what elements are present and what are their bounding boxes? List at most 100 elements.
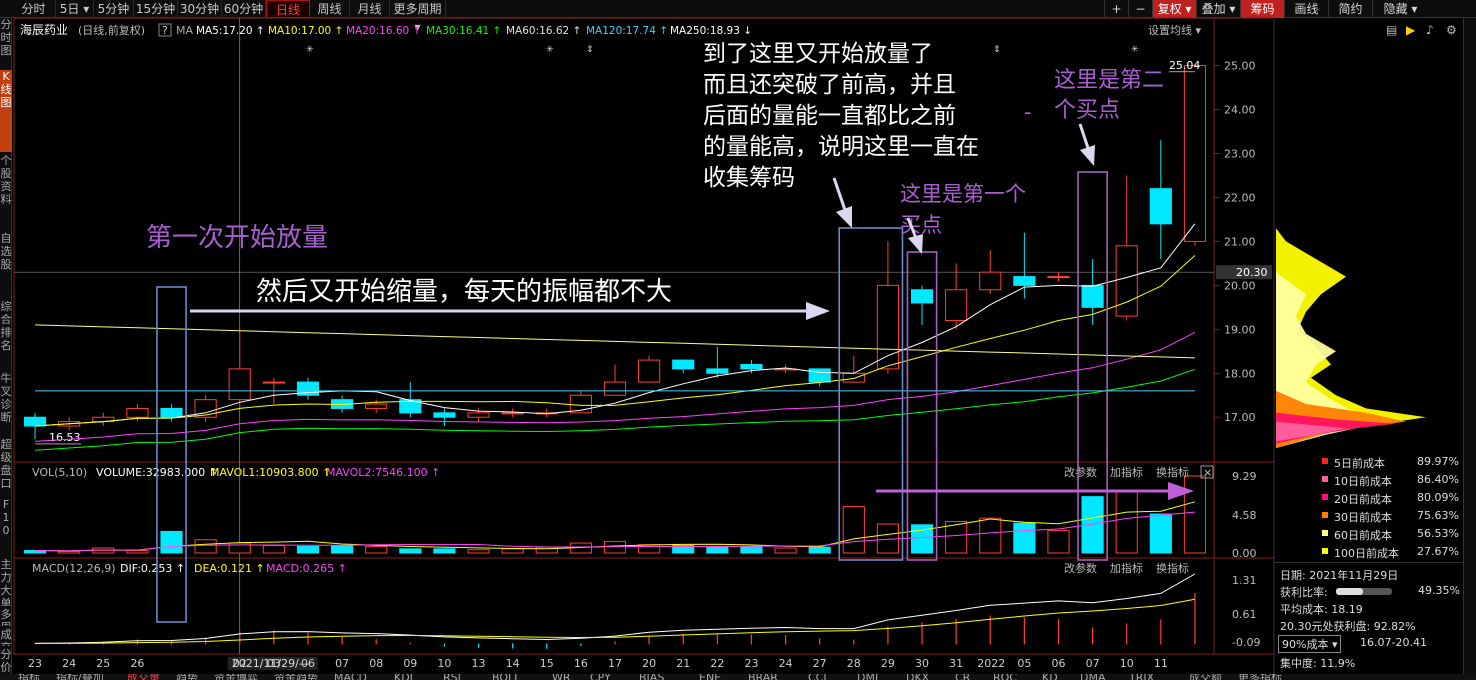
right-tool-icon-2[interactable]: ♪	[1426, 23, 1434, 37]
vol-tick-label: 4.58	[1232, 509, 1257, 522]
toolbar-btn-4[interactable]: 筹码	[1240, 0, 1284, 18]
arrow-breakout-head	[836, 206, 852, 228]
sidebar-item-8[interactable]: 主力大单	[0, 558, 12, 606]
indicator-tab-8[interactable]: RSI	[443, 674, 461, 680]
toolbar-btn-3[interactable]: 叠加 ▾	[1196, 0, 1240, 18]
toolbar-btn-1[interactable]: −	[1128, 0, 1152, 18]
sidebar-item-2[interactable]: 个股资料	[0, 154, 12, 206]
panel-button-2[interactable]: 换指标	[1156, 465, 1189, 479]
help-icon-glyph: ?	[162, 24, 168, 37]
indicator-tab-6[interactable]: MACD	[334, 674, 367, 680]
sidebar-item-5[interactable]: 牛叉诊断	[0, 372, 12, 424]
period-tab-3[interactable]: 15分钟	[134, 0, 178, 18]
close-vol-panel-icon[interactable]	[1200, 465, 1214, 479]
period-tab-5[interactable]: 60分钟	[222, 0, 266, 18]
ma-legend-6: MA250:18.93 ↓	[670, 25, 752, 37]
period-tab-7[interactable]: 周线	[310, 0, 350, 18]
sidebar-item-9[interactable]: 多周期图	[0, 608, 12, 626]
indicator-tab-5[interactable]: 资金趋势	[274, 674, 318, 680]
indicator-tab-9[interactable]: BOLL	[492, 674, 520, 680]
top-toolbar: 分时 5日 ▾ 5分钟 15分钟 30分钟 60分钟 日线 周线 月线 更多周期 ▾ + − 复权 ▾ 叠…	[0, 0, 1476, 34]
x-tick-label: 25	[96, 657, 110, 670]
indicator-tab-24[interactable]: 更多指标	[1238, 674, 1282, 680]
cost90-select[interactable]: 90%成本 ▾	[1278, 635, 1342, 653]
indicator-tab-4[interactable]: 资金博弈	[214, 674, 258, 680]
toolbar-btn-0[interactable]: +	[1104, 0, 1128, 18]
ma5-line	[35, 223, 1196, 427]
annotation-breakout-3: 的量能高，说明这里一直在	[703, 134, 979, 160]
ma-legend-4: MA60:16.62 ↑	[506, 25, 581, 37]
cost-row-4: 60日前成本 56.53%	[1274, 525, 1463, 542]
indicator-tab-13[interactable]: ENE	[699, 674, 721, 680]
arrow-shrink-head	[806, 302, 830, 320]
volume-bar	[58, 550, 81, 554]
indicator-tab-17[interactable]: DKX	[906, 674, 929, 680]
ma20-line	[35, 331, 1196, 442]
period-tab-0[interactable]: 分时	[12, 0, 56, 18]
volume-bar	[467, 549, 490, 554]
volume-bar	[126, 550, 149, 554]
x-tick-label: 27	[813, 657, 827, 670]
right-tool-icon-0[interactable]: ▤	[1386, 23, 1397, 37]
right-tool-icon-3[interactable]: ⚙	[1446, 23, 1457, 37]
indicator-tab-11[interactable]: CPY	[590, 674, 611, 680]
indicator-tab-23[interactable]: 成交额	[1189, 674, 1222, 680]
indicator-tab-0[interactable]: 指标	[18, 674, 40, 680]
sidebar-item-3[interactable]: 自选股	[0, 232, 12, 271]
indicator-tab-7[interactable]: KDJ	[394, 674, 413, 680]
sidebar-item-7[interactable]: F10	[2, 498, 10, 537]
x-tick-label: 23	[744, 657, 758, 670]
volume-bar	[1047, 530, 1070, 554]
candle-body	[160, 407, 183, 418]
ma-settings-button[interactable]: 设置均线 ▾	[1148, 23, 1201, 37]
period-tab-9[interactable]: 更多周期 ▾	[390, 0, 446, 34]
sidebar-item-11[interactable]: 分价表	[0, 648, 12, 672]
panel-button-0[interactable]: 改参数	[1064, 465, 1097, 479]
cost-label-0: 5日前成本	[1334, 457, 1385, 470]
annotation-breakout-1: 而且还突破了前高，并且	[703, 72, 956, 98]
indicator-tab-14[interactable]: BRAR	[748, 674, 778, 680]
indicator-tab-21[interactable]: DMA	[1080, 674, 1106, 680]
period-tab-1[interactable]: 5日 ▾	[56, 0, 94, 18]
sidebar-item-1[interactable]: K线图	[0, 70, 12, 152]
sidebar-item-4[interactable]: 综合排名	[0, 300, 12, 352]
help-icon[interactable]	[158, 23, 172, 37]
right-tool-icon-1[interactable]: ▶	[1406, 23, 1416, 37]
indicator-tab-2[interactable]: 成交量	[127, 674, 160, 680]
indicator-tab-15[interactable]: CCI	[808, 674, 827, 680]
panel-button-2[interactable]: 换指标	[1156, 561, 1189, 575]
panel-button-1[interactable]: 加指标	[1110, 561, 1143, 575]
indicator-tab-12[interactable]: BIAS	[639, 674, 664, 680]
volume-bar	[23, 550, 47, 554]
volume-bar	[774, 547, 797, 554]
x-tick-label: 08	[369, 657, 383, 670]
volume-bar	[1149, 513, 1172, 554]
period-tab-4[interactable]: 30分钟	[178, 0, 222, 18]
period-tab-8[interactable]: 月线	[350, 0, 390, 18]
indicator-tab-1[interactable]: 指标/叠加	[56, 674, 104, 680]
period-tab-2[interactable]: 5分钟	[94, 0, 134, 18]
sidebar-item-0[interactable]: 分时图	[0, 18, 12, 57]
indicator-tab-20[interactable]: KD	[1042, 674, 1058, 680]
toolbar-btn-5[interactable]: 画线	[1284, 0, 1328, 18]
panel-button-1[interactable]: 加指标	[1110, 465, 1143, 479]
volume-bar	[365, 545, 388, 554]
sidebar-item-10[interactable]: 成交明细	[0, 628, 12, 646]
candle-body	[979, 271, 1002, 291]
indicator-tab-18[interactable]: CR	[955, 674, 970, 680]
indicator-tab-3[interactable]: 趋势	[176, 674, 198, 680]
panel-button-0[interactable]: 改参数	[1064, 561, 1097, 575]
x-tick-label: 11	[1154, 657, 1168, 670]
toolbar-btn-7[interactable]: 隐藏 ▾	[1372, 0, 1428, 18]
toolbar-btn-6[interactable]: 简约	[1328, 0, 1372, 18]
sidebar-item-6[interactable]: 超级盘口	[0, 438, 12, 490]
candle-body	[228, 368, 251, 401]
indicator-tab-10[interactable]: WR	[552, 674, 571, 680]
indicator-tab-16[interactable]: DMI	[857, 674, 878, 680]
indicator-tab-22[interactable]: TRIX	[1129, 674, 1154, 680]
volume-bar	[740, 545, 763, 554]
x-tick-label: 10	[1120, 657, 1134, 670]
toolbar-btn-2[interactable]: 复权 ▾	[1152, 0, 1196, 18]
event-marker-icon: ⇕	[993, 45, 1001, 55]
indicator-tab-19[interactable]: ROC	[993, 674, 1017, 680]
